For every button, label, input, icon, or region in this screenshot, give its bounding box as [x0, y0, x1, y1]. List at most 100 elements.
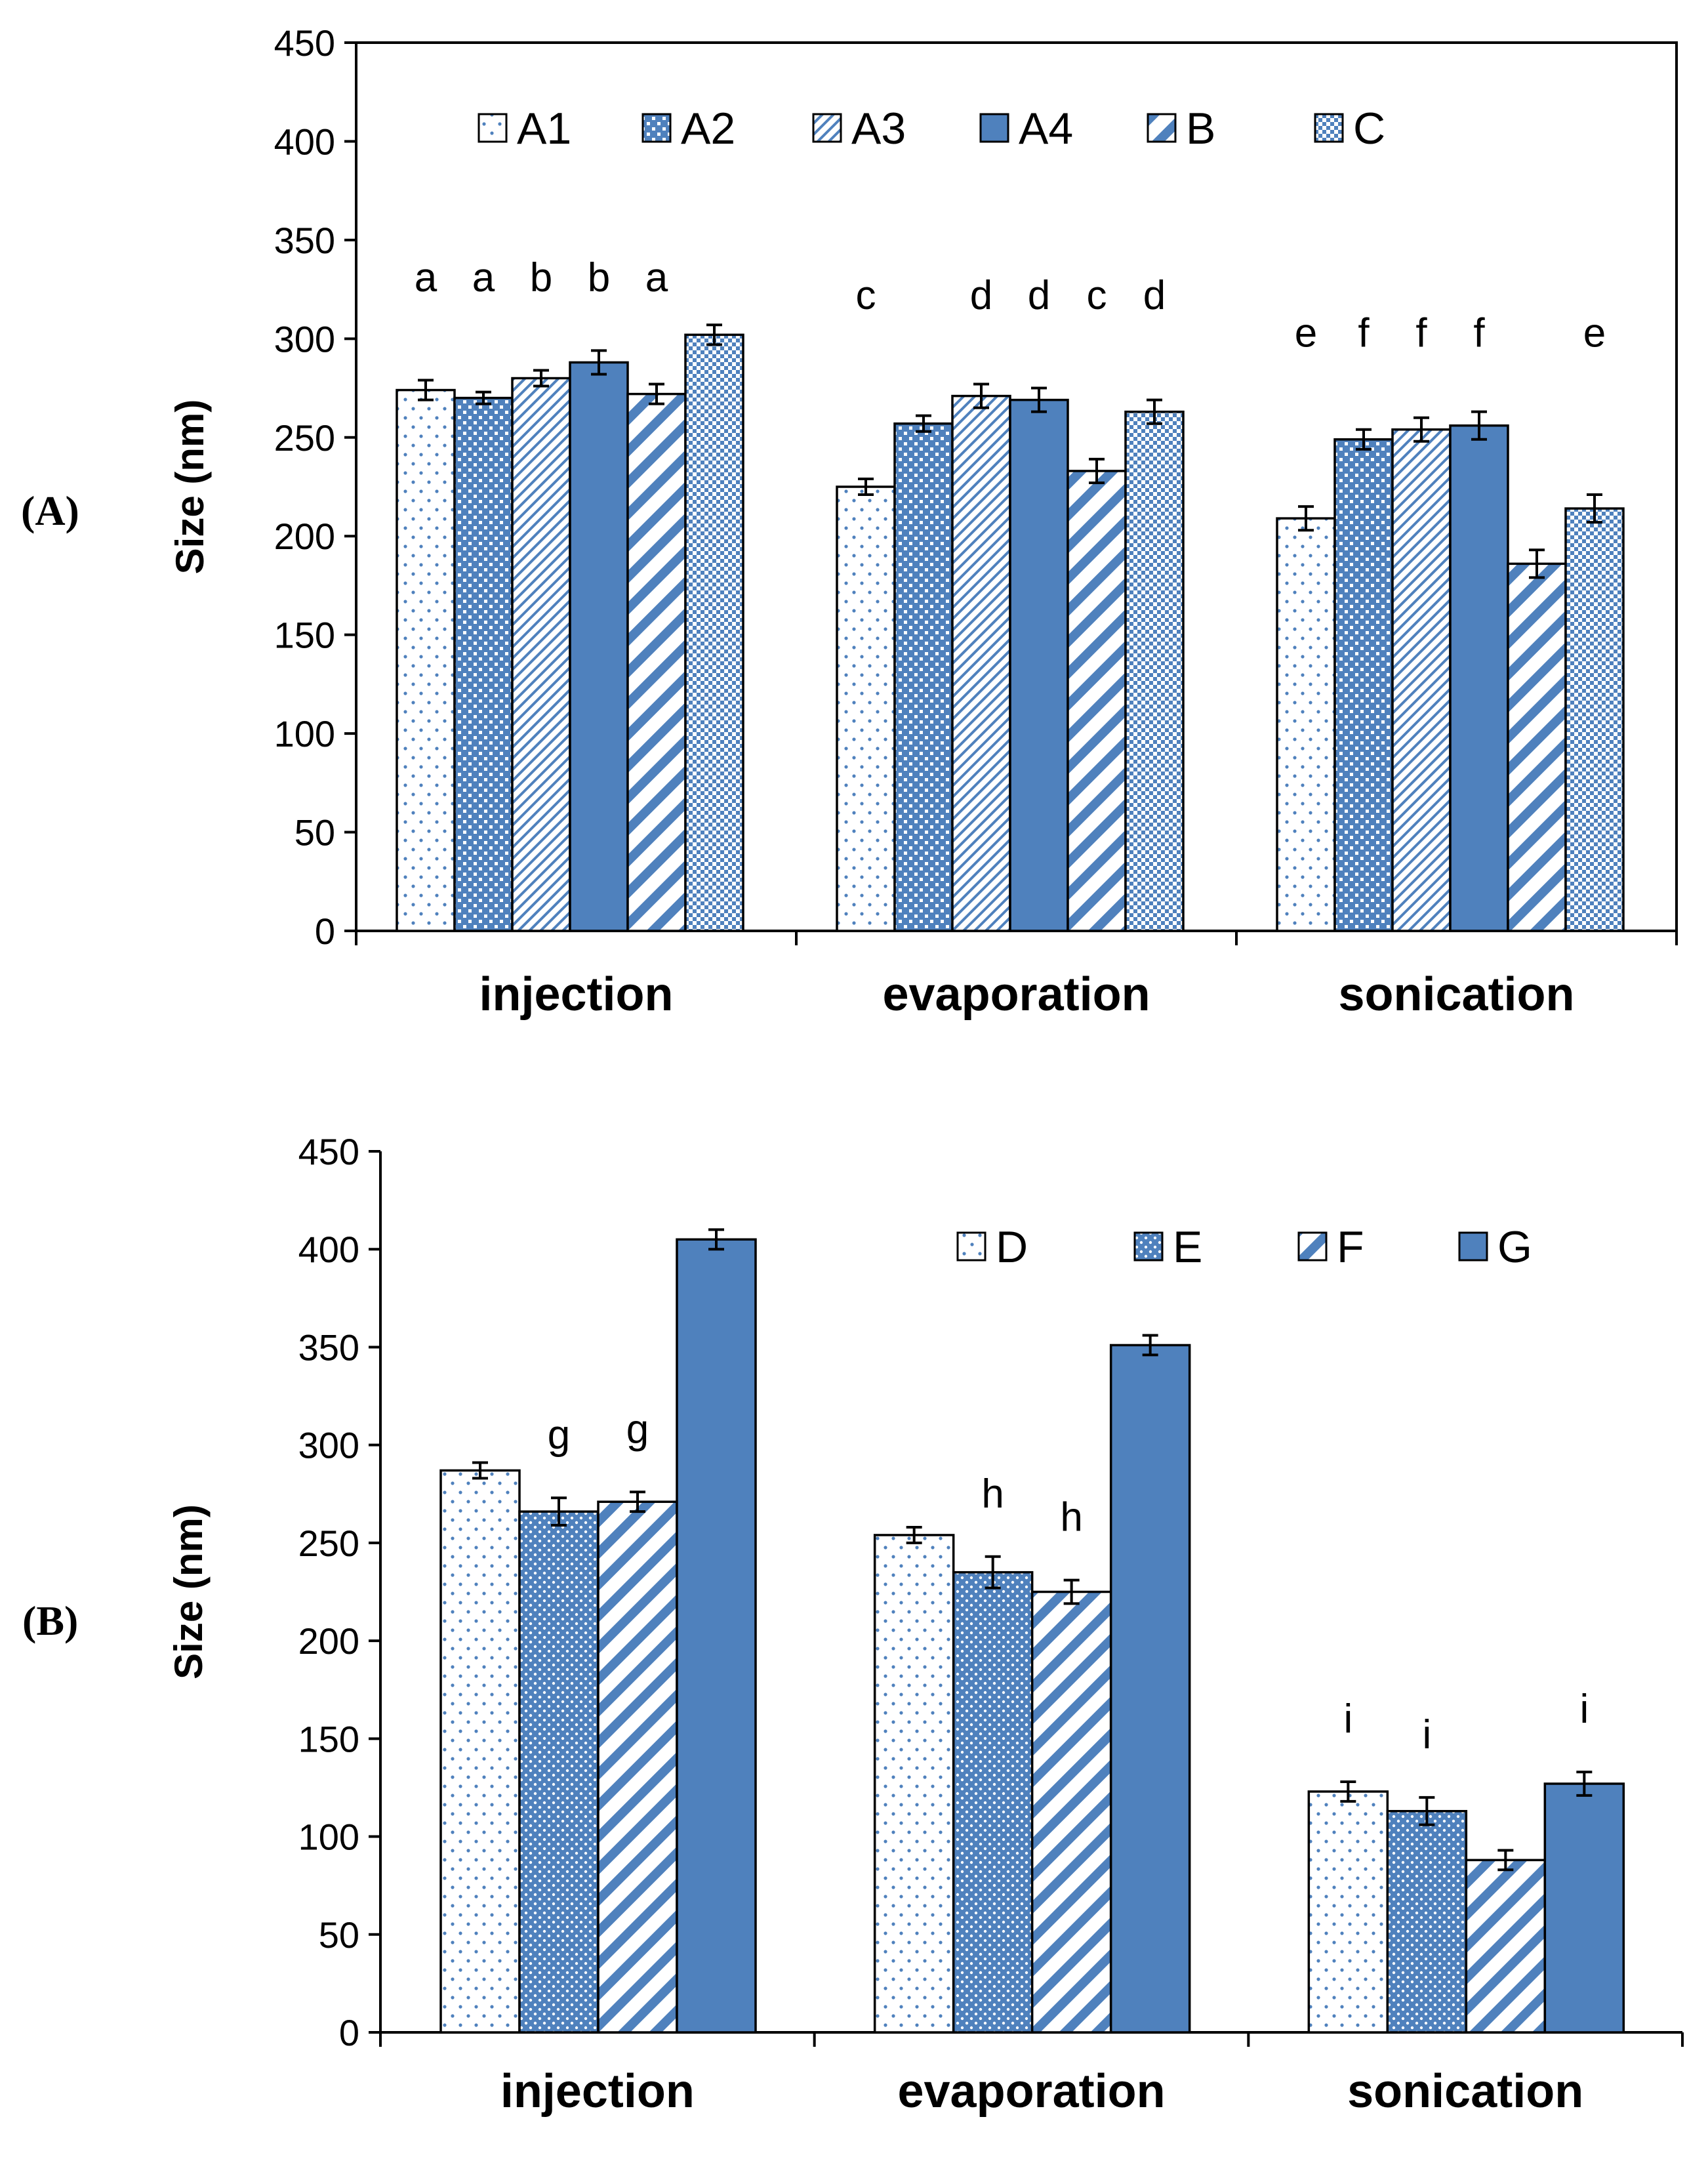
y-tick-label: 250	[298, 1523, 359, 1564]
bar-A2-evaporation	[893, 422, 954, 932]
legend-swatch-G	[1458, 1231, 1488, 1262]
bar-D-injection	[439, 1469, 521, 2034]
legend-label-F: F	[1337, 1222, 1364, 1272]
y-tick-label: 0	[315, 911, 335, 952]
bar-A3-injection	[511, 377, 571, 932]
bar-G-injection	[676, 1238, 757, 2034]
chart-panel-b: 0 50 100 150 200 250 300 350 400 450 g g injection h h…	[22, 1131, 1684, 2118]
legend-label-B: B	[1186, 104, 1215, 154]
y-tick-label: 350	[298, 1326, 359, 1368]
legend-label-C: C	[1353, 104, 1385, 154]
legend-swatch-A4	[979, 113, 1009, 143]
bar-G-sonication	[1543, 1782, 1625, 2034]
bar-F-evaporation	[1030, 1590, 1112, 2034]
legend-label-G: G	[1497, 1222, 1532, 1272]
legend-swatch-F	[1297, 1231, 1328, 1262]
bar-A3-evaporation	[951, 394, 1011, 932]
legend-swatch-A1	[478, 113, 508, 143]
x-category-label: sonication	[1338, 968, 1574, 1021]
bar-C-sonication	[1564, 507, 1625, 932]
bar-A1-evaporation	[836, 485, 896, 932]
bar-D-sonication	[1307, 1790, 1389, 2034]
significance-label: a	[645, 255, 668, 300]
significance-label: a	[415, 255, 437, 300]
y-tick-label: 50	[319, 1914, 359, 1956]
y-tick-label: 100	[298, 1817, 359, 1858]
bar-E-sonication	[1386, 1810, 1468, 2034]
legend-swatch-C	[1314, 113, 1344, 143]
bar-A2-sonication	[1333, 438, 1394, 932]
bar-G-evaporation	[1109, 1344, 1191, 2034]
legend-label-A2: A2	[681, 104, 735, 154]
legend-label-E: E	[1173, 1222, 1202, 1272]
significance-label: d	[1028, 273, 1050, 318]
bar-B-sonication	[1507, 562, 1567, 932]
y-tick-label: 50	[295, 812, 335, 853]
y-axis-title: Size (nm)	[168, 400, 212, 575]
legend-label-A1: A1	[517, 104, 571, 154]
significance-label: a	[472, 255, 495, 300]
significance-label: i	[1422, 1712, 1431, 1757]
y-tick-label: 400	[274, 121, 335, 162]
bar-A1-injection	[396, 388, 456, 932]
significance-label: f	[1473, 310, 1485, 356]
y-tick-label: 150	[274, 615, 335, 656]
y-tick-label: 450	[298, 1131, 359, 1172]
y-tick-label: 450	[274, 22, 335, 64]
significance-label: g	[548, 1412, 570, 1458]
bar-A2-injection	[453, 396, 514, 932]
legend-swatch-A2	[641, 113, 672, 143]
bar-A3-sonication	[1391, 428, 1452, 932]
bar-A4-evaporation	[1009, 398, 1069, 932]
bar-E-evaporation	[952, 1571, 1034, 2034]
y-axis-title: Size (nm)	[167, 1504, 211, 1679]
bar-A4-sonication	[1449, 424, 1509, 932]
legend-label-A4: A4	[1019, 104, 1073, 154]
x-category-label: evaporation	[882, 968, 1150, 1021]
significance-label: b	[588, 255, 610, 300]
legend-swatch-B	[1147, 113, 1177, 143]
significance-label: d	[970, 273, 992, 318]
bar-A4-injection	[569, 361, 629, 932]
significance-label: c	[856, 273, 876, 318]
significance-label: d	[1143, 273, 1166, 318]
y-tick-label: 150	[298, 1718, 359, 1759]
bar-A1-sonication	[1276, 517, 1336, 932]
x-category-label: sonication	[1347, 2065, 1583, 2118]
significance-label: f	[1358, 310, 1370, 356]
legend-label-D: D	[996, 1222, 1028, 1272]
legend-swatch-A3	[812, 113, 842, 143]
y-tick-label: 250	[274, 417, 335, 459]
bar-B-injection	[626, 392, 687, 932]
significance-label: i	[1579, 1687, 1589, 1732]
bar-E-injection	[518, 1510, 600, 2034]
significance-label: b	[530, 255, 552, 300]
y-tick-label: 0	[339, 2012, 359, 2053]
y-tick-label: 200	[274, 516, 335, 557]
y-tick-label: 400	[298, 1229, 359, 1270]
legend-swatch-D	[956, 1231, 986, 1262]
significance-label: e	[1295, 310, 1317, 356]
x-category-label: evaporation	[897, 2065, 1165, 2118]
bar-C-injection	[684, 333, 744, 932]
x-category-label: injection	[479, 968, 673, 1021]
significance-label: i	[1343, 1696, 1352, 1742]
panel-label: (A)	[21, 487, 79, 534]
significance-label: g	[626, 1407, 649, 1452]
bar-B-evaporation	[1067, 470, 1127, 932]
significance-label: e	[1583, 310, 1606, 356]
y-tick-label: 300	[274, 318, 335, 360]
significance-label: f	[1415, 310, 1427, 356]
legend-swatch-E	[1133, 1231, 1164, 1262]
y-tick-label: 100	[274, 713, 335, 754]
significance-label: c	[1087, 273, 1107, 318]
significance-label: h	[1060, 1495, 1082, 1540]
bar-C-evaporation	[1124, 410, 1185, 932]
bar-D-evaporation	[873, 1534, 955, 2034]
y-tick-label: 200	[298, 1620, 359, 1662]
significance-label: h	[981, 1471, 1004, 1517]
y-tick-label: 350	[274, 220, 335, 261]
panel-label: (B)	[22, 1597, 78, 1644]
